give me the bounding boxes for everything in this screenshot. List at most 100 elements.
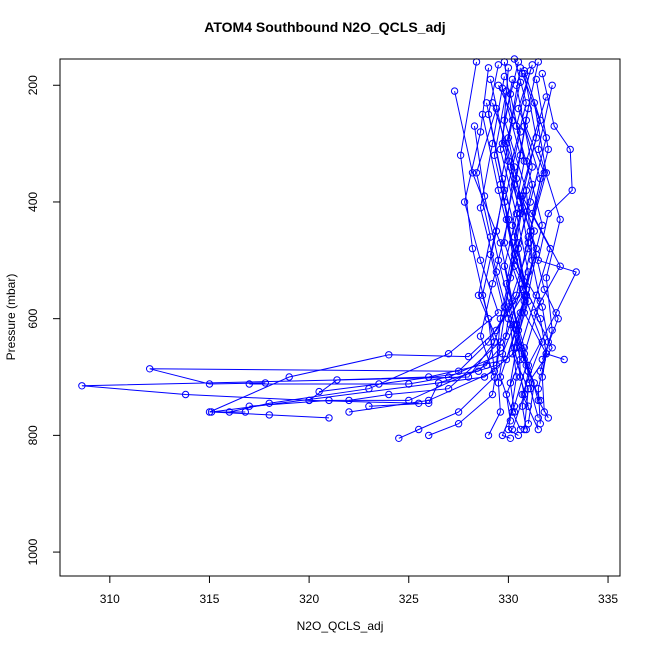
data-point [532,75,540,84]
data-point [538,221,546,230]
series-line [523,61,549,419]
data-point [516,151,525,160]
data-point [484,431,493,440]
data-point [536,420,544,428]
series-25 [524,75,564,387]
data-point [508,239,517,247]
data-point [514,244,523,253]
data-point [325,396,333,405]
series-line [209,58,535,413]
data-point [498,84,507,92]
series-line [348,61,495,413]
data-point [528,163,536,171]
series-line [249,64,505,407]
data-point [478,291,487,299]
series-line [488,85,533,436]
y-tick-label: 200 [26,75,40,95]
data-point [568,186,576,195]
x-tick-label: 315 [199,592,219,606]
data-point [506,417,515,425]
series-line [454,90,535,424]
series-line [229,67,499,413]
data-point [540,285,548,294]
data-point [468,244,477,253]
data-point [494,379,503,387]
data-point [325,414,333,422]
data-point [502,390,511,399]
data-point [415,425,423,434]
series-line [529,102,559,360]
data-point [554,315,562,323]
data-point [518,390,526,399]
data-point [566,145,574,154]
data-point [534,145,542,154]
data-point [510,320,519,329]
data-point [506,90,515,98]
data-point [245,380,254,388]
data-point [524,104,532,113]
data-point [520,157,528,165]
data-point [542,134,550,142]
data-point [496,145,505,154]
series-2 [345,58,499,416]
data-point [468,169,477,177]
data-point [181,390,190,399]
y-tick-label: 1000 [26,538,40,565]
data-point [542,274,550,282]
series-line [249,61,527,385]
data-point [345,408,353,416]
series-line [319,108,501,393]
data-point [454,408,463,416]
data-point [265,399,273,407]
x-tick-label: 330 [498,592,518,606]
data-point [516,192,525,200]
data-point [526,67,534,75]
series-31 [345,84,526,405]
data-point [514,104,523,113]
data-point [544,414,552,422]
data-point [315,387,323,396]
series-line [513,73,549,413]
data-point [476,256,485,264]
data-point [506,379,515,387]
series-35 [526,99,562,364]
data-point [405,396,413,405]
series-line [511,70,533,430]
data-point [385,351,393,359]
data-point [502,215,511,224]
data-point [476,332,485,340]
data-point [444,350,453,358]
data-point [345,396,353,405]
data-point [548,81,556,90]
data-point [205,408,214,416]
data-point [550,122,558,130]
data-point [522,291,530,299]
data-point [534,385,542,393]
data-point [530,99,538,107]
data-point [488,390,497,399]
data-point [524,379,532,387]
series-line [527,73,577,366]
data-point [492,104,501,113]
data-point [500,72,509,81]
y-tick-label: 800 [26,425,40,445]
data-point [484,110,493,119]
data-point [510,408,519,416]
data-point [522,186,530,195]
series-33 [315,104,505,396]
data-point [538,373,546,381]
data-point [514,431,523,440]
data-point [526,198,534,206]
data-point [474,367,483,375]
y-tick-label: 400 [26,192,40,212]
data-point [456,151,465,160]
data-point [506,434,515,442]
data-point [395,434,403,442]
data-point [454,420,463,428]
series-line [474,126,541,401]
y-tick-label: 600 [26,308,40,328]
data-point [245,402,254,410]
x-tick-label: 335 [598,592,618,606]
data-point [460,198,469,206]
data-point [502,355,511,364]
